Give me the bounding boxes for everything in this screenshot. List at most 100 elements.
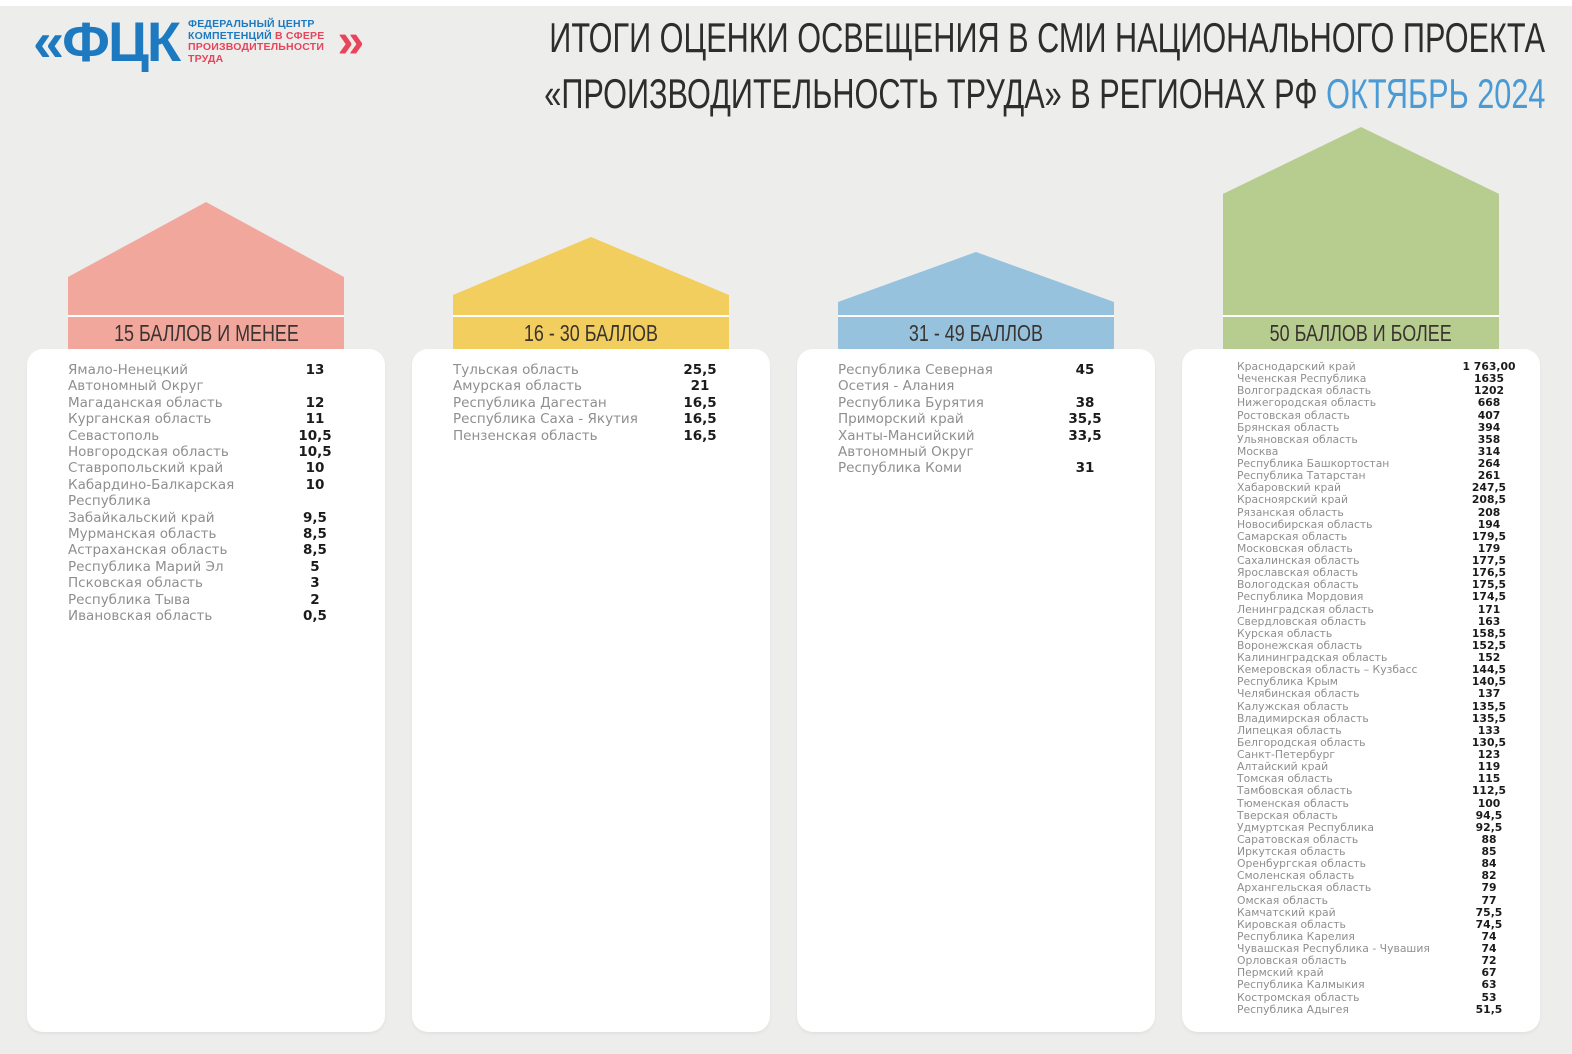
region-score: 407 bbox=[1477, 408, 1501, 422]
region-score: 9,5 bbox=[303, 509, 327, 526]
region-name: Кемеровская область – Кузбасс bbox=[1237, 663, 1418, 677]
region-score: 152 bbox=[1477, 651, 1501, 664]
region-score: 261 bbox=[1477, 469, 1501, 483]
region-row: Ярославская область 176,5 bbox=[1237, 567, 1524, 579]
region-name: Волгоградская область bbox=[1237, 384, 1372, 398]
region-score: 16,5 bbox=[683, 394, 717, 411]
region-row: Калининградская область 152 bbox=[1237, 651, 1524, 664]
house-header: 15 БАЛЛОВ И МЕНЕЕ bbox=[68, 202, 344, 349]
region-row: Алтайский край 119 bbox=[1237, 761, 1524, 773]
region-score: 158,5 bbox=[1471, 626, 1507, 640]
region-name: Чеченская Республика bbox=[1237, 372, 1367, 386]
region-row: Курская область 158,5 bbox=[1237, 626, 1524, 640]
house-header: 31 - 49 БАЛЛОВ bbox=[838, 252, 1114, 349]
region-name: Челябинская область bbox=[1237, 687, 1360, 701]
region-name: Удмуртская Республика bbox=[1237, 820, 1374, 834]
score-column: 15 БАЛЛОВ И МЕНЕЕ Ямало-Ненецкий Автоном… bbox=[27, 202, 385, 1032]
region-row: Магаданская область 12 bbox=[68, 395, 369, 411]
region-name: Республика Дагестан bbox=[453, 394, 607, 411]
region-score: 94,5 bbox=[1475, 808, 1503, 822]
region-row: Нижегородская область 668 bbox=[1237, 397, 1524, 409]
region-name: Ростовская область bbox=[1237, 408, 1350, 422]
region-row: Брянская область 394 bbox=[1237, 420, 1524, 434]
region-row: Владимирская область 135,5 bbox=[1237, 711, 1524, 725]
region-name: Курская область bbox=[1237, 626, 1333, 640]
region-name: Сахалинская область bbox=[1237, 554, 1360, 567]
region-row: Красноярский край 208,5 bbox=[1237, 494, 1524, 506]
region-name: Мурманская область bbox=[68, 526, 217, 543]
title-line-2: «ПРОИЗВОДИТЕЛЬНОСТЬ ТРУДА» В РЕГИОНАХ РФ… bbox=[174, 70, 1545, 126]
region-score: 45 bbox=[1075, 362, 1095, 378]
region-score: 85 bbox=[1481, 845, 1497, 858]
fck-logo-text: ФЕДЕРАЛЬНЫЙ ЦЕНТР КОМПЕТЕНЦИЙ В СФЕРЕ ПР… bbox=[188, 18, 324, 65]
region-score: 35,5 bbox=[1068, 411, 1102, 428]
region-name: Владимирская область bbox=[1237, 711, 1369, 725]
house-roof bbox=[68, 202, 344, 315]
region-name: Москва bbox=[1237, 444, 1279, 458]
region-name: Астраханская область bbox=[68, 542, 228, 559]
region-row: Республика Калмыкия 63 bbox=[1237, 979, 1524, 991]
region-name: Иркутская область bbox=[1237, 845, 1346, 858]
region-row: Ульяновская область 358 bbox=[1237, 433, 1524, 446]
region-row: Приморский край 35,5 bbox=[838, 411, 1139, 427]
region-score: 88 bbox=[1481, 832, 1497, 846]
region-name: Тамбовская область bbox=[1237, 784, 1353, 798]
region-score: 135,5 bbox=[1471, 711, 1507, 725]
region-name: Республика Саха - Якутия bbox=[453, 411, 638, 428]
region-row: Челябинская область 137 bbox=[1237, 688, 1524, 700]
region-row: Рязанская область 208 bbox=[1237, 506, 1524, 519]
region-row: Мурманская область 8,5 bbox=[68, 526, 369, 542]
region-row: Ивановская область 0,5 bbox=[68, 608, 369, 624]
region-score: 67 bbox=[1481, 966, 1497, 980]
region-name: Ямало-Ненецкий Автономный Округ bbox=[68, 362, 204, 395]
region-row: Чувашская Республика - Чувашия 74 bbox=[1237, 942, 1524, 955]
region-score: 82 bbox=[1481, 869, 1497, 883]
logo-chevron-icon: » bbox=[337, 15, 365, 68]
region-score: 179,5 bbox=[1471, 529, 1507, 543]
score-range-label: 15 БАЛЛОВ И МЕНЕЕ bbox=[113, 319, 299, 346]
region-score: 163 bbox=[1477, 614, 1501, 628]
region-score: 171 bbox=[1477, 602, 1501, 616]
region-name: Белгородская область bbox=[1237, 735, 1366, 749]
region-row: Республика Крым 140,5 bbox=[1237, 676, 1524, 688]
region-name: Ярославская область bbox=[1237, 566, 1359, 580]
house-roof bbox=[838, 252, 1114, 315]
region-row: Костромская область 53 bbox=[1237, 991, 1524, 1004]
region-name: Калужская область bbox=[1237, 699, 1349, 713]
region-name: Пермский край bbox=[1237, 966, 1324, 980]
region-score: 152,5 bbox=[1471, 638, 1507, 652]
region-row: Тамбовская область 112,5 bbox=[1237, 785, 1524, 797]
region-row: Республика Северная Осетия - Алания 45 bbox=[838, 362, 1139, 395]
region-row: Санкт-Петербург 123 bbox=[1237, 748, 1524, 761]
region-row: Пензенская область 16,5 bbox=[453, 428, 754, 444]
region-name: Оренбургская область bbox=[1237, 857, 1366, 871]
results-card: Республика Северная Осетия - Алания 45 Рес… bbox=[797, 349, 1155, 1032]
region-score: 33,5 bbox=[1068, 427, 1102, 444]
region-row: Омская область 77 bbox=[1237, 894, 1524, 907]
region-name: Чувашская Республика - Чувашия bbox=[1237, 942, 1430, 955]
region-name: Камчатский край bbox=[1237, 905, 1336, 919]
region-score: 314 bbox=[1477, 444, 1501, 458]
region-row: Самарская область 179,5 bbox=[1237, 529, 1524, 543]
house-band: 15 БАЛЛОВ И МЕНЕЕ bbox=[68, 315, 344, 349]
region-name: Магаданская область bbox=[68, 394, 223, 411]
region-row: Смоленская область 82 bbox=[1237, 870, 1524, 882]
region-score: 63 bbox=[1481, 978, 1497, 992]
region-score: 10,5 bbox=[298, 444, 332, 461]
house-band: 50 БАЛЛОВ И БОЛЕЕ bbox=[1223, 315, 1499, 349]
region-name: Вологодская область bbox=[1237, 578, 1359, 592]
region-row: Волгоградская область 1202 bbox=[1237, 385, 1524, 397]
region-score: 247,5 bbox=[1471, 481, 1507, 495]
region-name: Псковская область bbox=[68, 575, 203, 592]
region-row: Ямало-Ненецкий Автономный Округ 13 bbox=[68, 362, 369, 395]
score-range-label: 31 - 49 БАЛЛОВ bbox=[908, 319, 1044, 346]
page-header: «ФЦК ФЕДЕРАЛЬНЫЙ ЦЕНТР КОМПЕТЕНЦИЙ В СФЕ… bbox=[0, 0, 1572, 127]
region-name: Самарская область bbox=[1237, 529, 1348, 543]
region-score: 21 bbox=[690, 378, 710, 395]
region-row: Кемеровская область – Кузбасс 144,5 bbox=[1237, 664, 1524, 676]
window-top-strip bbox=[0, 0, 1572, 6]
region-score: 394 bbox=[1477, 420, 1501, 434]
region-score: 140,5 bbox=[1471, 675, 1507, 689]
score-column: 16 - 30 БАЛЛОВ Тульская область 25,5 Амурс… bbox=[412, 237, 770, 1032]
region-name: Томская область bbox=[1237, 772, 1333, 786]
